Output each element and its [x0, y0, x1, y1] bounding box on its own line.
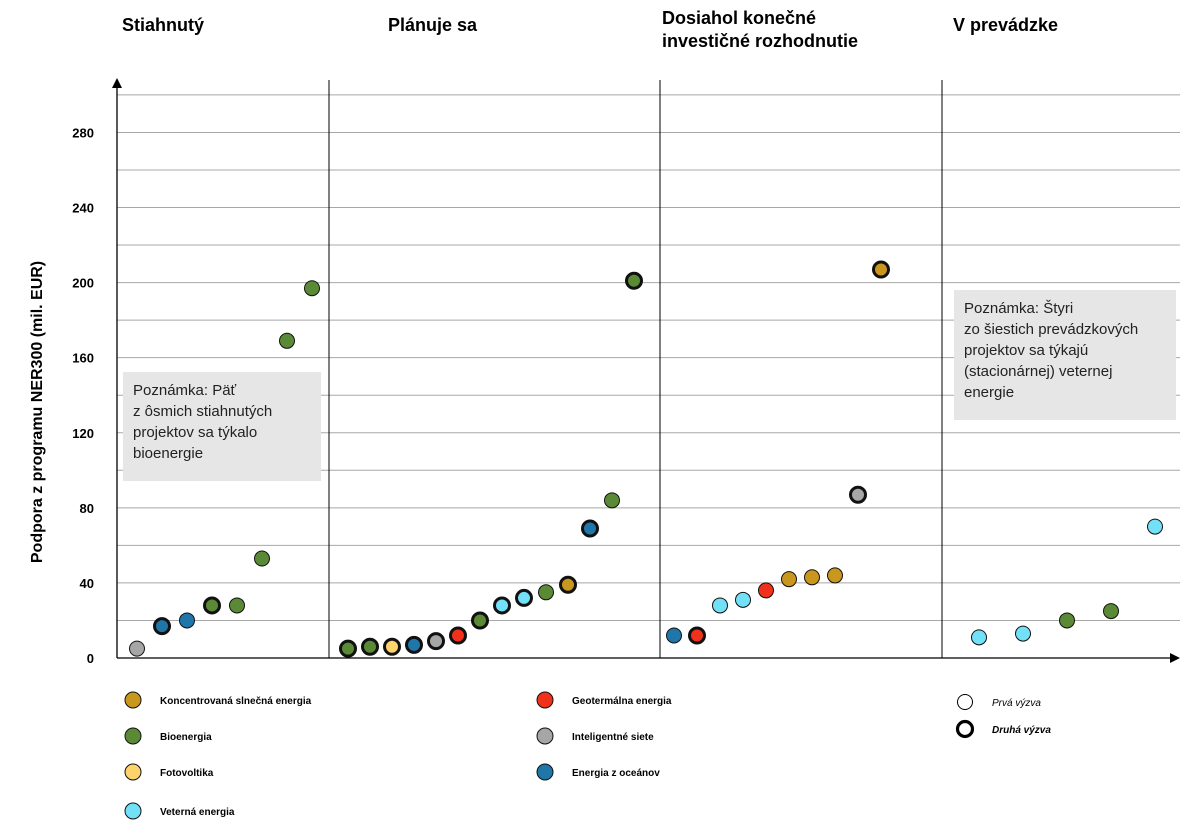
legend-label: Bioenergia [160, 732, 212, 743]
data-point-wind [1147, 518, 1163, 535]
data-point-pv [383, 637, 401, 656]
data-point-grid [849, 485, 867, 504]
data-point-csp [559, 575, 577, 594]
data-point-csp [781, 571, 797, 588]
y-tick-label: 280 [72, 125, 94, 140]
axes [112, 78, 1180, 663]
y-tick-label: 120 [72, 426, 94, 441]
data-point-bio [1059, 612, 1075, 629]
legend-round-label: Druhá výzva [992, 725, 1051, 736]
legend-second-call-marker [955, 719, 975, 739]
data-point-ocean [179, 612, 195, 629]
y-tick-label: 240 [72, 201, 94, 216]
data-point-wind [493, 596, 511, 615]
note-line: energie [964, 384, 1015, 401]
data-point-bio [279, 332, 295, 349]
note-line: projektov sa týkalo [133, 424, 258, 441]
stage-title: Dosiahol konečné investičné rozhodnutie [662, 8, 858, 51]
y-tick-label: 160 [72, 351, 94, 366]
stage-dividers [328, 80, 943, 658]
legend-label: Geotermálna energia [572, 696, 672, 707]
legend-label: Koncentrovaná slnečná energia [160, 696, 312, 707]
data-point-bio [361, 637, 379, 656]
legend-marker-wind [124, 802, 142, 820]
data-point-ocean [153, 617, 171, 636]
data-point-wind [971, 629, 987, 646]
y-tick-label: 40 [80, 576, 94, 591]
note-operational: Poznámka: Štyri zo šiestich prevádzkových… [954, 290, 1176, 420]
data-point-bio [538, 584, 554, 601]
legend-label: Energia z oceánov [572, 768, 660, 779]
stage-title: Plánuje sa [388, 15, 478, 35]
data-point-csp [804, 569, 820, 586]
data-point-wind [712, 597, 728, 614]
note-line: Poznámka: Päť [133, 382, 237, 399]
note-line: (stacionárnej) veternej [964, 363, 1113, 380]
y-axis-arrow [112, 78, 122, 88]
data-point-bio [604, 492, 620, 509]
data-point-bio [229, 597, 245, 614]
x-axis-arrow [1170, 653, 1180, 663]
y-axis-label: Podpora z programu NER300 (mil. EUR) [29, 261, 46, 563]
note-line: Poznámka: Štyri [964, 300, 1074, 317]
data-point-wind [515, 588, 533, 607]
data-point-geo [449, 626, 467, 645]
data-point-geo [688, 626, 706, 645]
data-points [129, 260, 1163, 658]
stage-title: V prevádzke [953, 15, 1058, 35]
legend-marker-csp [124, 691, 142, 709]
legend-marker-pv [124, 763, 142, 781]
y-tick-label: 0 [87, 651, 94, 666]
data-point-ocean [666, 627, 682, 644]
data-point-bio [471, 611, 489, 630]
note-line: bioenergie [133, 445, 204, 462]
note-line: zo šiestich prevádzkových [964, 321, 1139, 338]
y-tick-labels: 0 40 80 120 160 200 240 280 [72, 125, 94, 666]
data-point-wind [735, 591, 751, 608]
data-point-bio [254, 550, 270, 567]
data-point-ocean [581, 519, 599, 538]
stage-title: Stiahnutý [122, 15, 204, 35]
data-point-bio [1103, 603, 1119, 620]
legend-first-call-marker [957, 694, 973, 710]
legend-label: Inteligentné siete [572, 732, 654, 743]
legend-round-label: Prvá výzva [992, 698, 1041, 709]
data-point-grid [427, 632, 445, 651]
note-line: projektov sa týkajú [964, 342, 1089, 359]
legend: Koncentrovaná slnečná energia Bioenergia F… [124, 691, 1051, 820]
data-point-geo [758, 582, 774, 599]
data-point-bio [304, 280, 320, 297]
data-point-bio [339, 639, 357, 658]
data-point-ocean [405, 635, 423, 654]
data-point-bio [625, 271, 643, 290]
legend-label: Veterná energia [160, 807, 235, 818]
note-line: z ôsmich stiahnutých [133, 403, 273, 420]
data-point-wind [1015, 625, 1031, 642]
legend-marker-geo [536, 691, 554, 709]
legend-marker-bio [124, 727, 142, 745]
data-point-bio [203, 596, 221, 615]
note-withdrawn: Poznámka: Päť z ôsmich stiahnutých projekt… [123, 372, 321, 481]
stage-titles: Stiahnutý Plánuje sa Dosiahol konečné inves… [122, 8, 1058, 51]
data-point-grid [129, 640, 145, 657]
data-point-csp [872, 260, 890, 279]
y-tick-label: 80 [80, 501, 94, 516]
legend-marker-ocean [536, 763, 554, 781]
legend-marker-grid [536, 727, 554, 745]
data-point-csp [827, 567, 843, 584]
legend-label: Fotovoltika [160, 768, 214, 779]
y-tick-label: 200 [72, 276, 94, 291]
